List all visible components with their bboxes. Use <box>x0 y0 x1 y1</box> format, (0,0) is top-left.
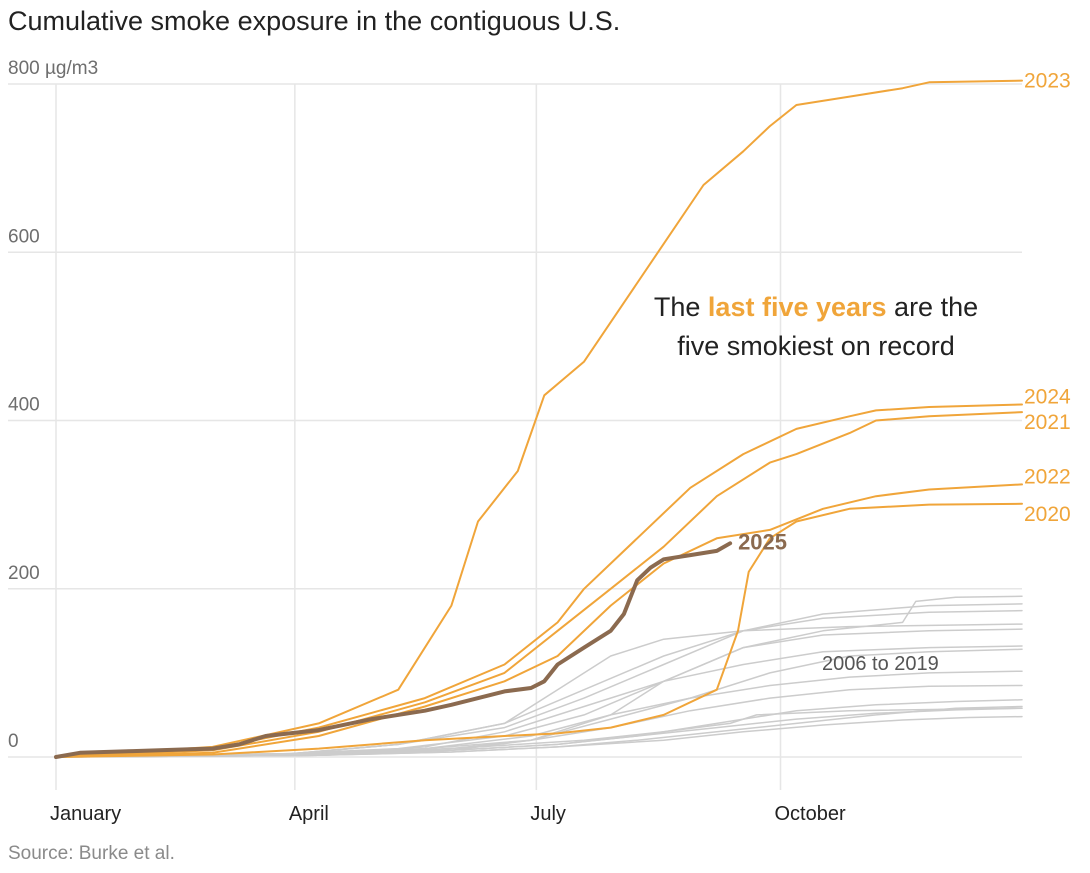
y-tick-label: 800 µg/m3 <box>8 58 98 79</box>
series-label-2023: 2023 <box>1024 70 1071 93</box>
series-line-2015 <box>55 595 1023 758</box>
series-label-2024: 2024 <box>1024 386 1071 409</box>
annotation-line-1: The last five years are the <box>654 292 978 322</box>
annotation-highlight: last five years <box>708 292 887 322</box>
series-line-2017 <box>55 609 1023 758</box>
series-line-2025 <box>54 541 733 759</box>
y-tick-label: 400 <box>8 395 40 416</box>
annotation-line-2: five smokiest on record <box>677 331 955 361</box>
source-note: Source: Burke et al. <box>8 843 175 864</box>
y-tick-label: 600 <box>8 226 40 247</box>
series-line-2014 <box>55 670 1023 758</box>
historic-range-label: 2006 to 2019 <box>822 653 939 675</box>
series-label-2022: 2022 <box>1024 465 1071 488</box>
series-label-2020: 2020 <box>1024 503 1071 526</box>
series-line-2024 <box>55 403 1023 758</box>
annotation-before: The <box>654 292 708 322</box>
x-tick-label: April <box>289 803 329 825</box>
series-line-2019 <box>55 705 1023 758</box>
y-tick-label: 0 <box>8 731 19 752</box>
gridlines <box>8 83 1022 790</box>
series-line-2022 <box>55 483 1023 758</box>
chart-title: Cumulative smoke exposure in the contigu… <box>8 6 621 36</box>
y-tick-label: 200 <box>8 563 40 584</box>
series-label-2025: 2025 <box>738 529 787 554</box>
x-tick-label: July <box>530 803 566 825</box>
x-axis-ticks: January April July October <box>50 803 846 825</box>
annotation-after: are the <box>887 292 979 322</box>
series-line-2020 <box>55 502 1023 758</box>
series-label-2021: 2021 <box>1024 411 1071 434</box>
series-line-2013 <box>55 684 1023 758</box>
x-tick-label: October <box>775 803 846 825</box>
y-axis-ticks: 0 200 400 600 800 µg/m3 <box>8 58 98 752</box>
current-series <box>54 541 733 759</box>
series-line-2018 <box>55 628 1023 758</box>
historic-series <box>55 595 1023 758</box>
series-line-2023 <box>55 79 1023 758</box>
x-tick-label: January <box>50 803 121 825</box>
